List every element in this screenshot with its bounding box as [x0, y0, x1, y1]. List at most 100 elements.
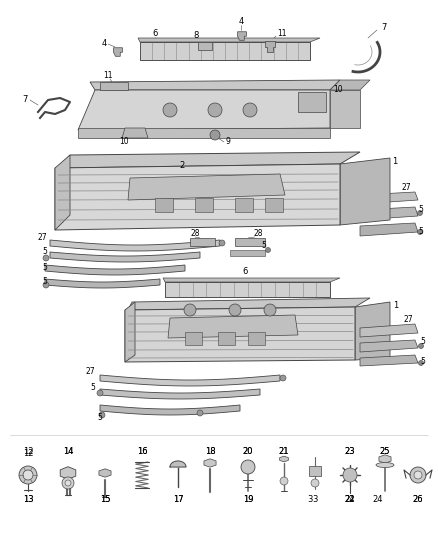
Bar — [140, 42, 310, 60]
Polygon shape — [100, 389, 260, 399]
Circle shape — [414, 471, 422, 479]
Polygon shape — [379, 455, 391, 463]
Circle shape — [264, 304, 276, 316]
Text: 25: 25 — [380, 447, 390, 456]
Bar — [218, 332, 235, 345]
Polygon shape — [122, 128, 148, 138]
Polygon shape — [125, 302, 135, 362]
Bar — [155, 198, 173, 212]
Polygon shape — [50, 240, 220, 251]
Circle shape — [418, 360, 424, 366]
Text: 6: 6 — [242, 268, 247, 277]
Text: 3: 3 — [312, 496, 318, 505]
Bar — [235, 198, 253, 212]
Circle shape — [43, 282, 49, 288]
Polygon shape — [128, 174, 285, 200]
Circle shape — [197, 410, 203, 416]
Polygon shape — [55, 155, 70, 230]
Text: 23: 23 — [345, 447, 355, 456]
Circle shape — [280, 375, 286, 381]
Text: 5: 5 — [42, 262, 47, 271]
Polygon shape — [168, 315, 298, 338]
Text: 6: 6 — [152, 29, 158, 38]
Polygon shape — [170, 461, 186, 467]
Text: 2: 2 — [180, 160, 185, 169]
Text: 5: 5 — [42, 247, 47, 256]
Polygon shape — [45, 265, 185, 275]
Bar — [165, 282, 330, 297]
Text: 22: 22 — [345, 496, 355, 505]
Text: 15: 15 — [100, 496, 110, 505]
Circle shape — [410, 467, 426, 483]
Circle shape — [99, 412, 105, 418]
Polygon shape — [360, 340, 418, 352]
Text: 5: 5 — [418, 206, 423, 214]
Polygon shape — [100, 82, 128, 90]
Text: 5: 5 — [261, 240, 266, 249]
Text: 14: 14 — [63, 447, 73, 456]
Text: 24: 24 — [373, 496, 383, 505]
Polygon shape — [100, 405, 240, 415]
Text: 27: 27 — [85, 367, 95, 376]
Circle shape — [243, 103, 257, 117]
Text: 10: 10 — [333, 85, 343, 94]
Text: 11: 11 — [277, 29, 287, 38]
Polygon shape — [330, 90, 360, 128]
Bar — [298, 92, 326, 112]
Text: 28: 28 — [190, 230, 200, 238]
Text: 1: 1 — [392, 157, 397, 166]
Polygon shape — [45, 279, 160, 288]
Circle shape — [23, 470, 33, 480]
Bar — [185, 332, 202, 345]
Polygon shape — [60, 467, 76, 479]
Polygon shape — [204, 459, 216, 467]
Text: 18: 18 — [205, 447, 215, 456]
Text: 9: 9 — [226, 138, 230, 147]
Circle shape — [163, 103, 177, 117]
Polygon shape — [235, 238, 265, 246]
Polygon shape — [265, 41, 275, 52]
Text: 21: 21 — [279, 448, 289, 456]
Circle shape — [241, 460, 255, 474]
Text: 23: 23 — [345, 448, 355, 456]
Text: 22: 22 — [345, 496, 355, 505]
Circle shape — [184, 304, 196, 316]
Text: 20: 20 — [243, 448, 253, 456]
Polygon shape — [340, 158, 390, 225]
Polygon shape — [190, 238, 215, 246]
Text: 10: 10 — [119, 138, 129, 147]
Polygon shape — [330, 80, 370, 90]
Text: 16: 16 — [137, 448, 147, 456]
Polygon shape — [60, 152, 360, 168]
Text: 5: 5 — [42, 277, 47, 286]
Text: 15: 15 — [100, 496, 110, 505]
Polygon shape — [90, 80, 340, 90]
Polygon shape — [237, 32, 247, 41]
Text: 5: 5 — [418, 228, 423, 237]
Polygon shape — [55, 164, 340, 230]
Polygon shape — [355, 302, 390, 360]
Polygon shape — [165, 282, 330, 297]
Text: 26: 26 — [413, 496, 423, 505]
Polygon shape — [78, 90, 330, 130]
Polygon shape — [113, 48, 123, 56]
Text: 27: 27 — [402, 182, 412, 191]
Circle shape — [418, 343, 424, 349]
Polygon shape — [138, 38, 320, 42]
Circle shape — [65, 480, 71, 486]
Circle shape — [311, 479, 319, 487]
Polygon shape — [163, 278, 340, 282]
Text: 7: 7 — [22, 95, 28, 104]
Polygon shape — [280, 456, 288, 462]
Polygon shape — [360, 355, 418, 366]
Text: 13: 13 — [23, 496, 33, 505]
Text: 27: 27 — [404, 316, 413, 325]
Polygon shape — [360, 324, 418, 337]
Bar — [265, 198, 283, 212]
Circle shape — [280, 477, 288, 485]
Text: 8: 8 — [193, 31, 199, 41]
Text: 20: 20 — [243, 447, 253, 456]
Polygon shape — [125, 307, 355, 362]
Polygon shape — [99, 469, 111, 477]
Polygon shape — [230, 250, 265, 256]
